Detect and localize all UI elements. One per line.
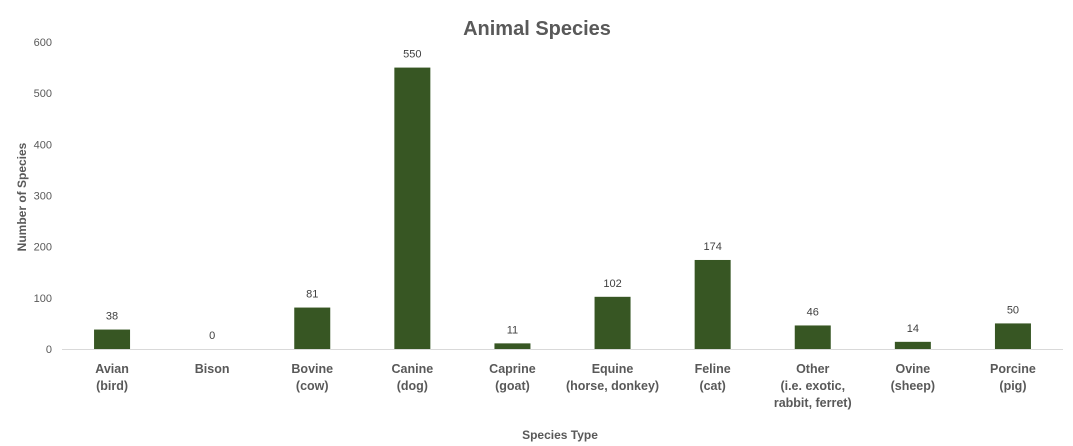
y-axis-title: Number of Species xyxy=(15,142,29,251)
x-tick-label-line: Other xyxy=(796,362,829,376)
bar xyxy=(294,307,331,349)
bar xyxy=(894,341,931,349)
x-tick-label-line: (cat) xyxy=(699,379,725,393)
x-tick-label: Canine (dog) xyxy=(392,362,434,393)
x-tick-label-line: (cow) xyxy=(296,379,329,393)
y-tick-label: 300 xyxy=(34,191,52,203)
y-axis-ticks: 0 100 200 300 400 500 600 xyxy=(34,37,52,356)
x-tick-label-line: Ovine xyxy=(895,362,930,376)
bar xyxy=(994,323,1031,349)
data-label: 38 xyxy=(106,311,118,323)
data-label: 550 xyxy=(403,49,421,61)
chart-title: Animal Species xyxy=(463,18,611,40)
y-tick-label: 0 xyxy=(46,344,52,356)
x-tick-label-line: (i.e. exotic, xyxy=(780,379,845,393)
x-tick-label: Ovine (sheep) xyxy=(891,362,935,393)
data-label: 46 xyxy=(807,306,819,318)
bar xyxy=(94,329,131,349)
bar xyxy=(594,296,631,349)
data-label: 0 xyxy=(209,330,215,342)
y-tick-label: 600 xyxy=(34,37,52,49)
x-tick-label: Feline (cat) xyxy=(695,362,731,393)
x-tick-label-line: Equine xyxy=(592,362,634,376)
x-tick-label-line: (goat) xyxy=(495,379,530,393)
y-tick-label: 400 xyxy=(34,139,52,151)
x-tick-label-line: (sheep) xyxy=(891,379,935,393)
data-label: 174 xyxy=(703,241,721,253)
x-tick-label-line: Porcine xyxy=(990,362,1036,376)
x-tick-label: Bovine (cow) xyxy=(291,362,333,393)
data-label: 14 xyxy=(907,323,919,335)
x-tick-label-line: Canine xyxy=(392,362,434,376)
data-labels: 38 0 81 550 11 102 174 46 14 50 xyxy=(106,49,1019,342)
bar xyxy=(494,343,531,349)
x-tick-label-line: Caprine xyxy=(489,362,536,376)
x-tick-label: Caprine (goat) xyxy=(489,362,536,393)
x-tick-label: Equine (horse, donkey) xyxy=(566,362,659,393)
x-tick-label: Bison xyxy=(195,362,230,376)
x-tick-label-line: (bird) xyxy=(96,379,128,393)
y-tick-label: 500 xyxy=(34,88,52,100)
x-tick-label-line: Bovine xyxy=(291,362,333,376)
bar xyxy=(794,325,831,349)
x-tick-label: Other (i.e. exotic, rabbit, ferret) xyxy=(774,362,852,410)
x-tick-label-line: rabbit, ferret) xyxy=(774,396,852,410)
x-tick-label-line: Bison xyxy=(195,362,230,376)
x-axis-title: Species Type xyxy=(522,428,598,442)
x-tick-label-line: (horse, donkey) xyxy=(566,379,659,393)
x-tick-label: Avian (bird) xyxy=(95,362,129,393)
x-tick-label-line: (pig) xyxy=(999,379,1026,393)
data-label: 50 xyxy=(1007,304,1019,316)
y-tick-label: 100 xyxy=(34,293,52,305)
data-label: 11 xyxy=(507,324,518,336)
bar-series xyxy=(94,67,1031,349)
data-label: 81 xyxy=(306,289,318,301)
data-label: 102 xyxy=(603,278,621,290)
y-tick-label: 200 xyxy=(34,242,52,254)
x-tick-label-line: Feline xyxy=(695,362,731,376)
x-axis-tick-labels: Avian (bird)Bison Bovine (cow)Canine (dog)Ca… xyxy=(95,362,1036,410)
bar xyxy=(394,67,431,349)
bar xyxy=(694,259,731,349)
x-tick-label-line: Avian xyxy=(95,362,129,376)
x-tick-label: Porcine (pig) xyxy=(990,362,1036,393)
x-tick-label-line: (dog) xyxy=(397,379,428,393)
